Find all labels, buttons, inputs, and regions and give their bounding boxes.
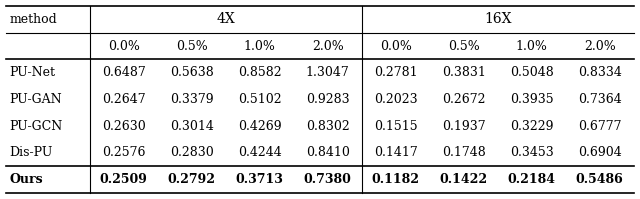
Text: 0.2184: 0.2184	[508, 173, 556, 186]
Text: 0.7380: 0.7380	[303, 173, 351, 186]
Text: 0.0%: 0.0%	[380, 40, 412, 53]
Text: 0.2781: 0.2781	[374, 66, 417, 79]
Text: 1.0%: 1.0%	[244, 40, 276, 53]
Text: 0.1417: 0.1417	[374, 146, 417, 159]
Text: 0.0%: 0.0%	[108, 40, 140, 53]
Text: Dis-PU: Dis-PU	[10, 146, 53, 159]
Text: 0.7364: 0.7364	[578, 93, 621, 106]
Text: PU-GAN: PU-GAN	[10, 93, 62, 106]
Text: 0.8582: 0.8582	[238, 66, 282, 79]
Text: 0.2672: 0.2672	[442, 93, 485, 106]
Text: 0.2630: 0.2630	[102, 120, 145, 133]
Text: Ours: Ours	[10, 173, 44, 186]
Text: 0.5638: 0.5638	[170, 66, 214, 79]
Text: 0.1748: 0.1748	[442, 146, 486, 159]
Text: 0.1422: 0.1422	[440, 173, 488, 186]
Text: 0.3453: 0.3453	[509, 146, 554, 159]
Text: method: method	[10, 13, 58, 26]
Text: 0.6904: 0.6904	[578, 146, 621, 159]
Text: 2.0%: 2.0%	[584, 40, 616, 53]
Text: 0.3014: 0.3014	[170, 120, 214, 133]
Text: 0.6777: 0.6777	[578, 120, 621, 133]
Text: 0.3713: 0.3713	[236, 173, 284, 186]
Text: 0.2647: 0.2647	[102, 93, 145, 106]
Text: 0.8410: 0.8410	[306, 146, 349, 159]
Text: 0.5102: 0.5102	[238, 93, 282, 106]
Text: 0.1182: 0.1182	[372, 173, 420, 186]
Text: 0.9283: 0.9283	[306, 93, 349, 106]
Text: 0.1515: 0.1515	[374, 120, 417, 133]
Text: PU-GCN: PU-GCN	[10, 120, 63, 133]
Text: 1.0%: 1.0%	[516, 40, 548, 53]
Text: 0.3379: 0.3379	[170, 93, 213, 106]
Text: 0.2830: 0.2830	[170, 146, 214, 159]
Text: 0.5%: 0.5%	[176, 40, 207, 53]
Text: 4X: 4X	[216, 12, 235, 26]
Text: 0.2023: 0.2023	[374, 93, 417, 106]
Text: 0.2792: 0.2792	[168, 173, 216, 186]
Text: PU-Net: PU-Net	[10, 66, 56, 79]
Text: 1.3047: 1.3047	[306, 66, 349, 79]
Text: 0.8334: 0.8334	[578, 66, 621, 79]
Text: 0.8302: 0.8302	[306, 120, 349, 133]
Text: 0.3831: 0.3831	[442, 66, 486, 79]
Text: 16X: 16X	[484, 12, 511, 26]
Text: 0.4269: 0.4269	[238, 120, 282, 133]
Text: 0.5048: 0.5048	[509, 66, 554, 79]
Text: 0.1937: 0.1937	[442, 120, 485, 133]
Text: 0.4244: 0.4244	[237, 146, 282, 159]
Text: 0.2576: 0.2576	[102, 146, 145, 159]
Text: 0.2509: 0.2509	[100, 173, 148, 186]
Text: 0.6487: 0.6487	[102, 66, 145, 79]
Text: 2.0%: 2.0%	[312, 40, 344, 53]
Text: 0.3229: 0.3229	[510, 120, 554, 133]
Text: 0.5%: 0.5%	[448, 40, 479, 53]
Text: 0.5486: 0.5486	[576, 173, 623, 186]
Text: 0.3935: 0.3935	[510, 93, 554, 106]
